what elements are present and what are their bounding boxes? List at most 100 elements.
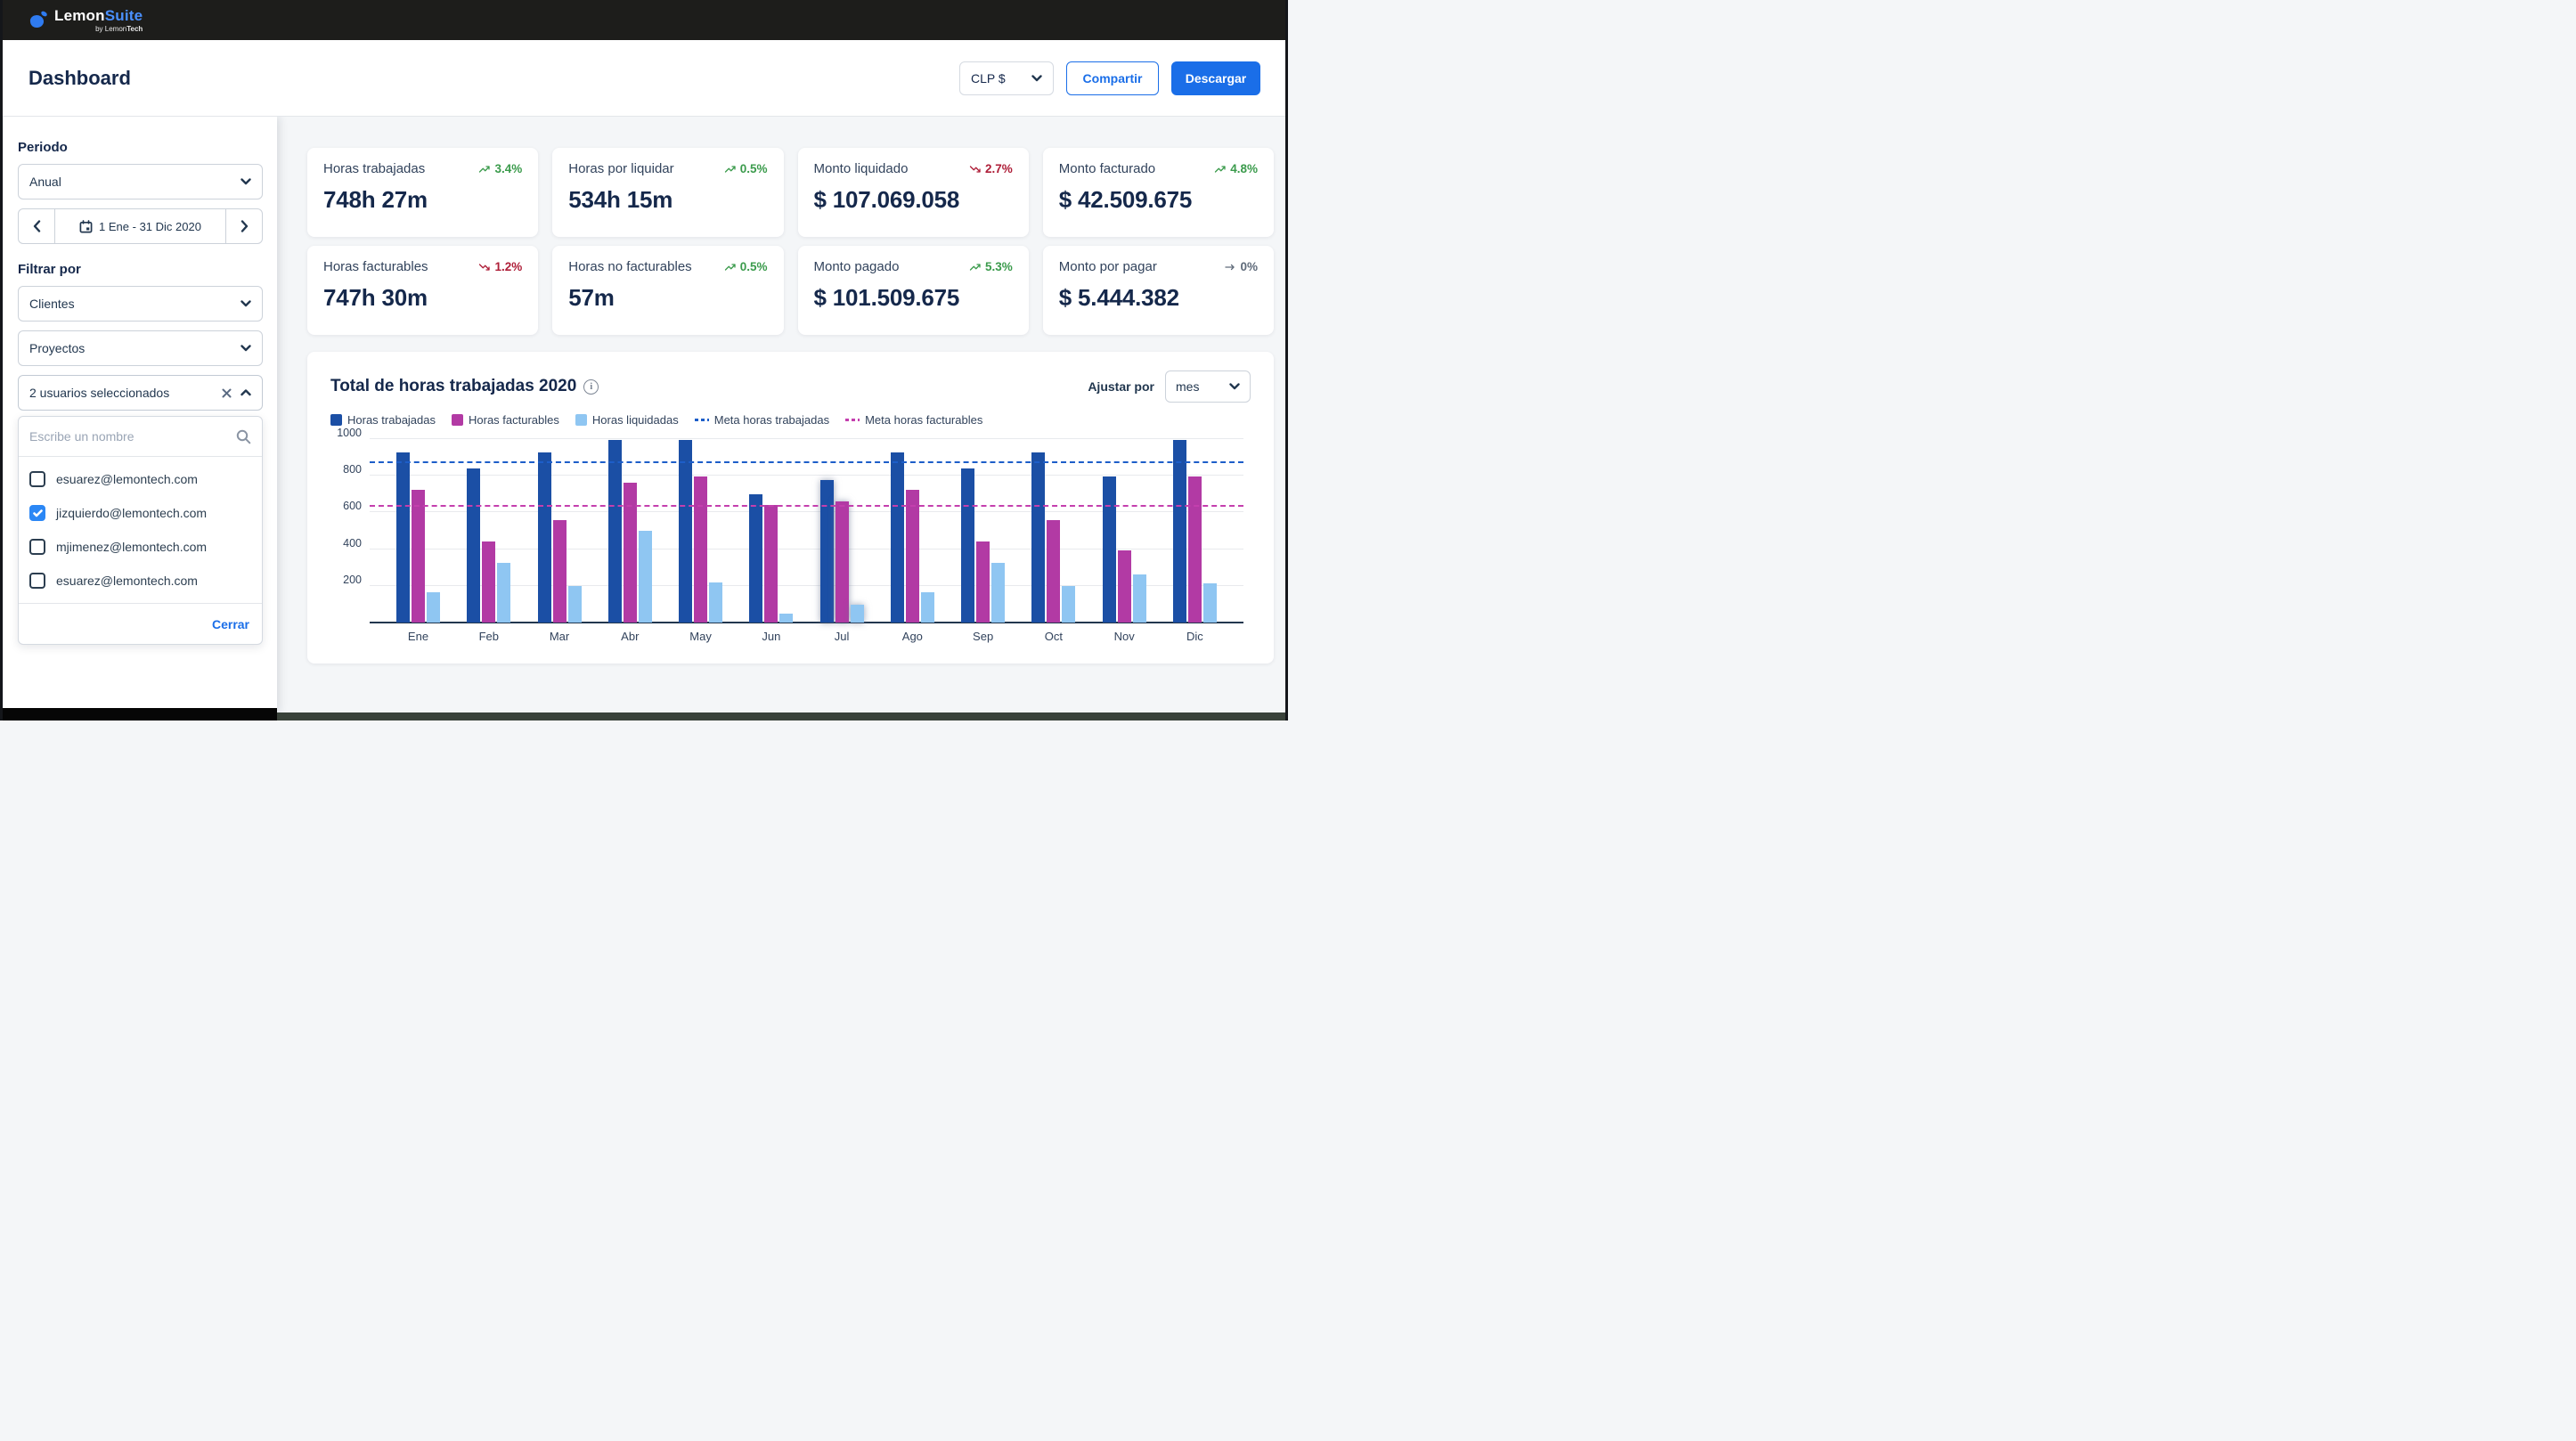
x-tick-label-jul: Jul (834, 630, 850, 643)
target-line-meta-horas-trabajadas (370, 460, 1243, 463)
bar-group-feb[interactable] (467, 439, 511, 623)
currency-value: CLP $ (971, 70, 1006, 85)
kpi-card-horas-por-liquidar[interactable]: Horas por liquidar 0.5% 534h 15m (552, 148, 784, 237)
bar-horas-facturables-ago[interactable] (905, 489, 919, 623)
user-list-item[interactable]: mjimenez@lemontech.com (19, 530, 262, 564)
bar-horas-trabajadas-jul[interactable] (819, 480, 834, 623)
download-button[interactable]: Descargar (1171, 61, 1260, 95)
clients-select[interactable]: Clientes (18, 286, 263, 322)
currency-select[interactable]: CLP $ (959, 61, 1054, 95)
bar-horas-liquidadas-ene[interactable] (427, 592, 440, 623)
clear-selection-icon[interactable] (222, 388, 232, 398)
checkbox-checked[interactable] (29, 505, 45, 521)
bar-horas-facturables-nov[interactable] (1117, 550, 1131, 623)
bar-horas-facturables-feb[interactable] (482, 541, 496, 623)
trend-up-icon: 3.4% (478, 162, 522, 175)
user-search-input[interactable] (29, 429, 236, 444)
adjust-by-select[interactable]: mes (1165, 370, 1251, 403)
projects-select[interactable]: Proyectos (18, 330, 263, 366)
bar-horas-trabajadas-sep[interactable] (961, 468, 975, 623)
kpi-card-monto-facturado[interactable]: Monto facturado 4.8% $ 42.509.675 (1042, 148, 1274, 237)
bar-horas-liquidadas-jun[interactable] (779, 613, 794, 623)
bar-horas-trabajadas-ene[interactable] (396, 452, 410, 623)
bar-horas-facturables-abr[interactable] (623, 483, 637, 623)
trend-up-icon: 0.5% (724, 260, 768, 273)
bar-horas-liquidadas-may[interactable] (709, 582, 723, 623)
lemonsuite-logo[interactable]: LemonSuite by LemonTech (29, 8, 143, 33)
kpi-label: Monto por pagar (1058, 259, 1157, 274)
bar-horas-facturables-ene[interactable] (412, 489, 425, 623)
legend-item-horas-liquidadas[interactable]: Horas liquidadas (575, 413, 679, 427)
bar-horas-trabajadas-dic[interactable] (1172, 440, 1186, 623)
bar-group-dic[interactable] (1172, 439, 1217, 623)
kpi-card-horas-no-facturables[interactable]: Horas no facturables 0.5% 57m (552, 246, 784, 335)
checkbox-unchecked[interactable] (29, 539, 45, 555)
bar-horas-liquidadas-oct[interactable] (1062, 585, 1076, 623)
kpi-card-horas-trabajadas[interactable]: Horas trabajadas 3.4% 748h 27m (307, 148, 539, 237)
bar-horas-facturables-jun[interactable] (764, 505, 779, 623)
bar-horas-trabajadas-mar[interactable] (537, 452, 551, 623)
info-icon[interactable]: i (583, 379, 599, 395)
window-bottom-bar (0, 712, 1288, 720)
bar-horas-trabajadas-may[interactable] (679, 440, 693, 623)
bar-group-mar[interactable] (537, 439, 582, 623)
bar-horas-liquidadas-jul[interactable] (850, 605, 864, 623)
bar-horas-facturables-jul[interactable] (835, 501, 849, 623)
chevron-up-icon (240, 389, 251, 396)
filter-heading: Filtrar por (18, 262, 81, 277)
share-button[interactable]: Compartir (1066, 61, 1159, 95)
bar-group-nov[interactable] (1102, 439, 1146, 623)
bar-horas-liquidadas-nov[interactable] (1132, 574, 1146, 623)
bar-group-ago[interactable] (890, 439, 934, 623)
legend-item-horas-facturables[interactable]: Horas facturables (452, 413, 559, 427)
bar-horas-liquidadas-abr[interactable] (638, 531, 652, 623)
kpi-card-monto-por-pagar[interactable]: Monto por pagar 0% $ 5.444.382 (1042, 246, 1274, 335)
legend-label: Horas trabajadas (347, 413, 436, 427)
period-select[interactable]: Anual (18, 164, 263, 199)
legend-item-meta-horas-trabajadas[interactable]: Meta horas trabajadas (694, 413, 829, 427)
kpi-card-monto-pagado[interactable]: Monto pagado 5.3% $ 101.509.675 (797, 246, 1029, 335)
close-dropdown-button[interactable]: Cerrar (211, 616, 249, 631)
kpi-value: 57m (568, 284, 615, 311)
next-period-button[interactable] (226, 209, 262, 243)
bar-horas-liquidadas-ago[interactable] (920, 592, 934, 623)
bar-horas-liquidadas-mar[interactable] (567, 585, 582, 623)
bar-horas-liquidadas-feb[interactable] (497, 563, 511, 623)
user-list-item[interactable]: esuarez@lemontech.com (19, 564, 262, 598)
user-list-item[interactable]: jizquierdo@lemontech.com (19, 496, 262, 530)
bar-group-ene[interactable] (396, 439, 440, 623)
user-list-item[interactable]: esuarez@lemontech.com (19, 462, 262, 496)
bar-group-may[interactable] (679, 439, 723, 623)
bar-horas-facturables-dic[interactable] (1187, 476, 1202, 623)
x-tick-label-jun: Jun (762, 630, 781, 643)
bar-horas-facturables-sep[interactable] (976, 541, 990, 623)
trend-up-icon: 5.3% (969, 260, 1013, 273)
bar-group-sep[interactable] (961, 439, 1006, 623)
bar-horas-trabajadas-ago[interactable] (890, 452, 904, 623)
previous-period-button[interactable] (19, 209, 54, 243)
bar-horas-facturables-may[interactable] (694, 476, 708, 623)
date-range-button[interactable]: 1 Ene - 31 Dic 2020 (54, 209, 226, 243)
bar-horas-facturables-mar[interactable] (552, 519, 567, 623)
bar-horas-trabajadas-jun[interactable] (749, 493, 763, 623)
bar-horas-trabajadas-nov[interactable] (1102, 476, 1116, 623)
bar-group-jun[interactable] (749, 439, 794, 623)
x-axis-line (370, 622, 1243, 623)
kpi-label: Monto pagado (813, 259, 900, 274)
bar-horas-trabajadas-oct[interactable] (1031, 452, 1046, 623)
bar-horas-trabajadas-feb[interactable] (467, 468, 481, 623)
bar-group-jul[interactable] (819, 439, 864, 623)
bar-horas-trabajadas-abr[interactable] (607, 440, 622, 623)
checkbox-unchecked[interactable] (29, 573, 45, 589)
users-multiselect[interactable]: 2 usuarios seleccionados (18, 375, 263, 411)
bar-group-abr[interactable] (607, 439, 652, 623)
legend-item-horas-trabajadas[interactable]: Horas trabajadas (330, 413, 436, 427)
bar-group-oct[interactable] (1031, 439, 1076, 623)
kpi-card-monto-liquidado[interactable]: Monto liquidado 2.7% $ 107.069.058 (797, 148, 1029, 237)
bar-horas-liquidadas-dic[interactable] (1202, 582, 1217, 623)
kpi-card-horas-facturables[interactable]: Horas facturables 1.2% 747h 30m (307, 246, 539, 335)
bar-horas-liquidadas-sep[interactable] (991, 563, 1006, 623)
legend-item-meta-horas-facturables[interactable]: Meta horas facturables (845, 413, 982, 427)
checkbox-unchecked[interactable] (29, 471, 45, 487)
bar-horas-facturables-oct[interactable] (1047, 519, 1061, 623)
